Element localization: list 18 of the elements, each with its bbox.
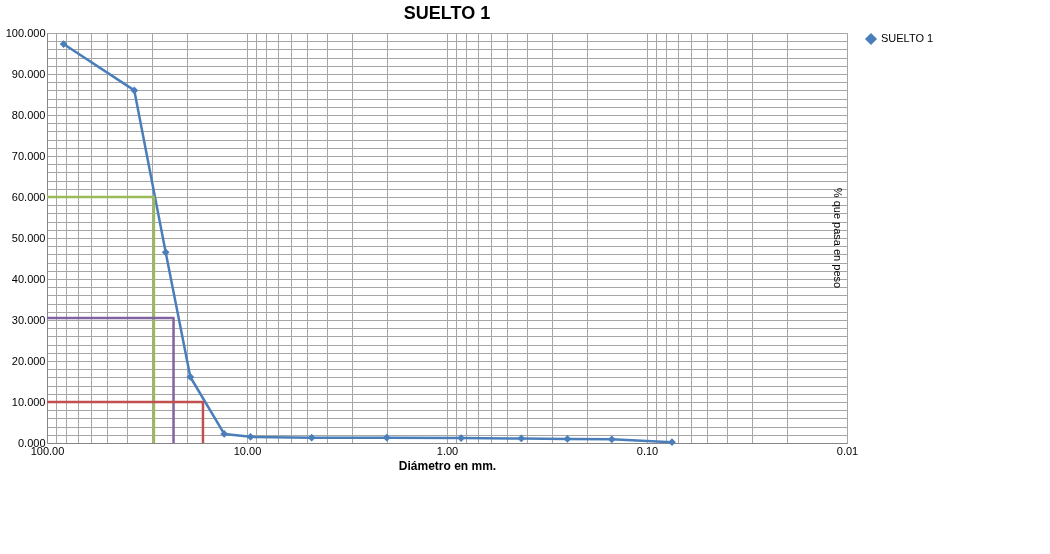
y-tick-label: 30.000 [11, 313, 46, 326]
y-axis-title: % que pasa en peso [832, 187, 844, 289]
chart-title: SUELTO 1 [403, 3, 491, 23]
y-tick-label: 80.000 [11, 108, 46, 121]
y-tick-label: 100.000 [5, 26, 46, 39]
y-tick-label: 70.000 [11, 149, 46, 162]
y-tick-label: 20.000 [11, 354, 46, 367]
x-tick-label: 10.00 [233, 444, 262, 457]
y-tick-label: 90.000 [11, 67, 46, 80]
y-tick-label: 50.000 [11, 231, 46, 244]
x-tick-label: 1.00 [436, 444, 459, 457]
x-tick-label: 0.10 [636, 444, 659, 457]
y-tick-label: 40.000 [11, 272, 46, 285]
y-tick-label: 60.000 [11, 190, 46, 203]
legend-label: SUELTO 1 [881, 32, 934, 44]
x-axis-title: Diámetro en mm. [398, 458, 497, 473]
y-tick-label: 10.000 [11, 395, 46, 408]
x-tick-label: 0.01 [836, 444, 859, 457]
